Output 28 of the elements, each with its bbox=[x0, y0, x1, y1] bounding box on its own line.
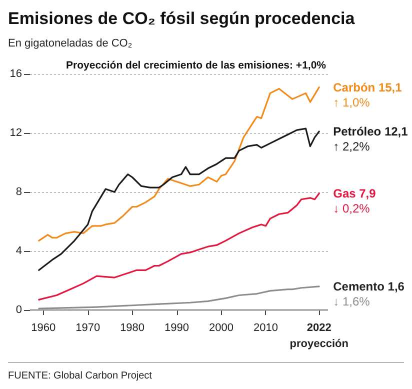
x-tick-label: 1960 bbox=[31, 322, 56, 334]
text: ↑ 2,2% bbox=[333, 140, 370, 154]
x-tick-label: 1990 bbox=[164, 322, 190, 334]
x-tick-label: 1980 bbox=[120, 322, 145, 334]
x-tick-label: 2010 bbox=[253, 322, 278, 334]
text: Petróleo 12,1 bbox=[333, 124, 408, 139]
text: ↓ 1,6% bbox=[333, 294, 370, 308]
x-tick-label: 1970 bbox=[76, 322, 100, 334]
source-note: FUENTE: Global Carbon Project bbox=[8, 370, 152, 382]
x-tick-label: 2000 bbox=[209, 322, 234, 334]
text: ↑ 1,0% bbox=[333, 95, 370, 110]
line-series bbox=[38, 86, 320, 242]
line-series bbox=[38, 128, 320, 271]
y-tick-label: 12 bbox=[10, 127, 22, 139]
text: Proyección del crecimiento de las emisiones: +1,0% bbox=[66, 60, 327, 72]
text: Cemento 1,6 bbox=[333, 279, 404, 294]
y-tick-label: 16 bbox=[10, 68, 22, 80]
chart-title: Emisiones de CO₂ fósil según procedencia bbox=[8, 9, 356, 28]
x-tick-label: 2022 proyección bbox=[290, 322, 349, 350]
text: Gas 7,9 bbox=[333, 186, 376, 200]
line-series bbox=[38, 286, 320, 310]
y-tick-label: 0 bbox=[16, 304, 22, 316]
y-tick-label: 4 bbox=[16, 245, 22, 257]
y-tick-label: 8 bbox=[16, 186, 22, 198]
text: ↓ 0,2% bbox=[333, 201, 370, 216]
text: Carbón 15,1 bbox=[333, 80, 402, 94]
line-series bbox=[38, 192, 320, 300]
chart-subtitle: En gigatoneladas de CO₂ bbox=[8, 38, 132, 50]
